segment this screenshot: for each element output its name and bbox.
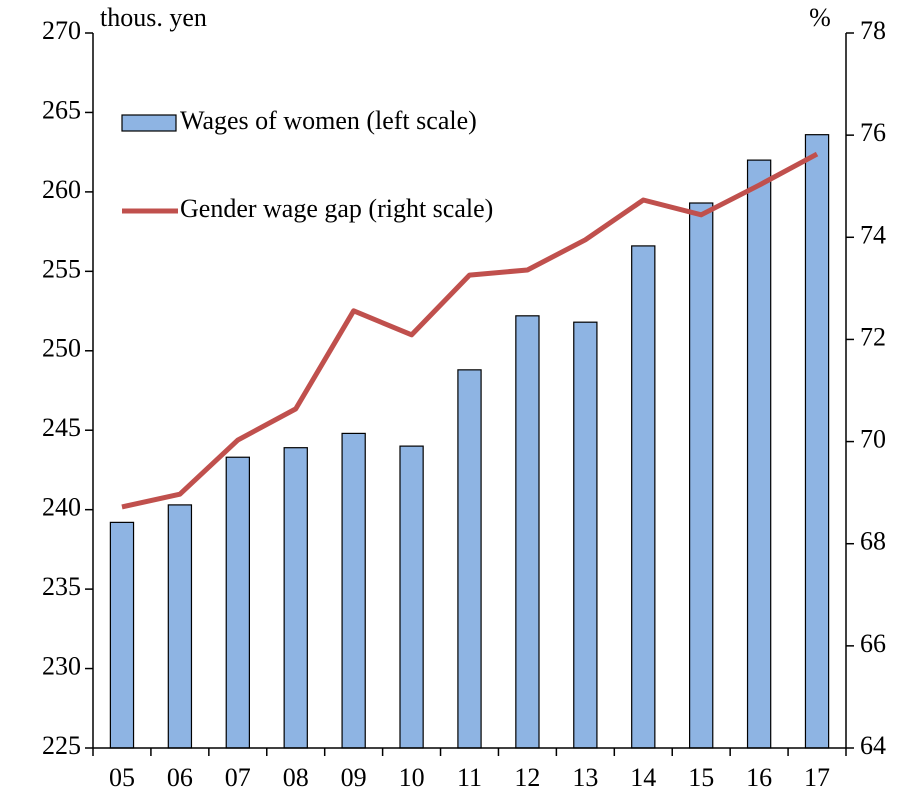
legend-label: Gender wage gap (right scale) <box>180 194 493 223</box>
x-tick-label: 11 <box>457 763 482 792</box>
x-tick-label: 16 <box>746 763 772 792</box>
x-tick-label: 08 <box>283 763 309 792</box>
bar <box>341 432 366 749</box>
x-tick-label: 13 <box>572 763 598 792</box>
x-tick-label: 09 <box>341 763 367 792</box>
y-tick-label: 235 <box>42 572 81 601</box>
bar <box>283 447 308 749</box>
x-tick-label: 12 <box>514 763 540 792</box>
y-tick-label: 225 <box>42 731 81 760</box>
bar <box>457 369 482 749</box>
y2-tick-label: 74 <box>860 220 886 249</box>
y-tick-label: 230 <box>42 652 81 681</box>
y2-tick-label: 64 <box>860 731 886 760</box>
y2-tick-label: 66 <box>860 629 886 658</box>
bar <box>399 445 424 749</box>
y-tick-label: 245 <box>42 413 81 442</box>
legend-label: Wages of women (left scale) <box>180 106 477 135</box>
x-tick-label: 06 <box>167 763 193 792</box>
y2-tick-label: 72 <box>860 322 886 351</box>
x-tick-label: 05 <box>109 763 135 792</box>
y2-tick-label: 78 <box>860 16 886 45</box>
bar <box>167 504 193 749</box>
y2-tick-label: 68 <box>860 527 886 556</box>
y-tick-label: 270 <box>42 16 81 45</box>
bar <box>804 134 830 749</box>
x-tick-label: 15 <box>688 763 714 792</box>
bar <box>515 315 540 749</box>
x-tick-label: 07 <box>225 763 251 792</box>
x-tick-label: 17 <box>804 763 830 792</box>
bar <box>631 245 656 749</box>
y2-tick-label: 76 <box>860 118 886 147</box>
legend-swatch <box>121 114 177 132</box>
y-tick-label: 265 <box>42 95 81 124</box>
bar <box>573 321 598 749</box>
y-tick-label: 255 <box>42 254 81 283</box>
bar <box>225 456 250 749</box>
bar <box>746 159 772 749</box>
y2-axis-label: % <box>809 3 831 32</box>
y-tick-label: 250 <box>42 334 81 363</box>
x-tick-label: 14 <box>630 763 656 792</box>
bar <box>109 521 135 749</box>
line-series <box>121 151 819 510</box>
bar <box>689 202 714 749</box>
y-tick-label: 240 <box>42 493 81 522</box>
x-tick-label: 10 <box>399 763 425 792</box>
y-tick-label: 260 <box>42 175 81 204</box>
y2-tick-label: 70 <box>860 425 886 454</box>
y-axis-label: thous. yen <box>100 3 207 32</box>
